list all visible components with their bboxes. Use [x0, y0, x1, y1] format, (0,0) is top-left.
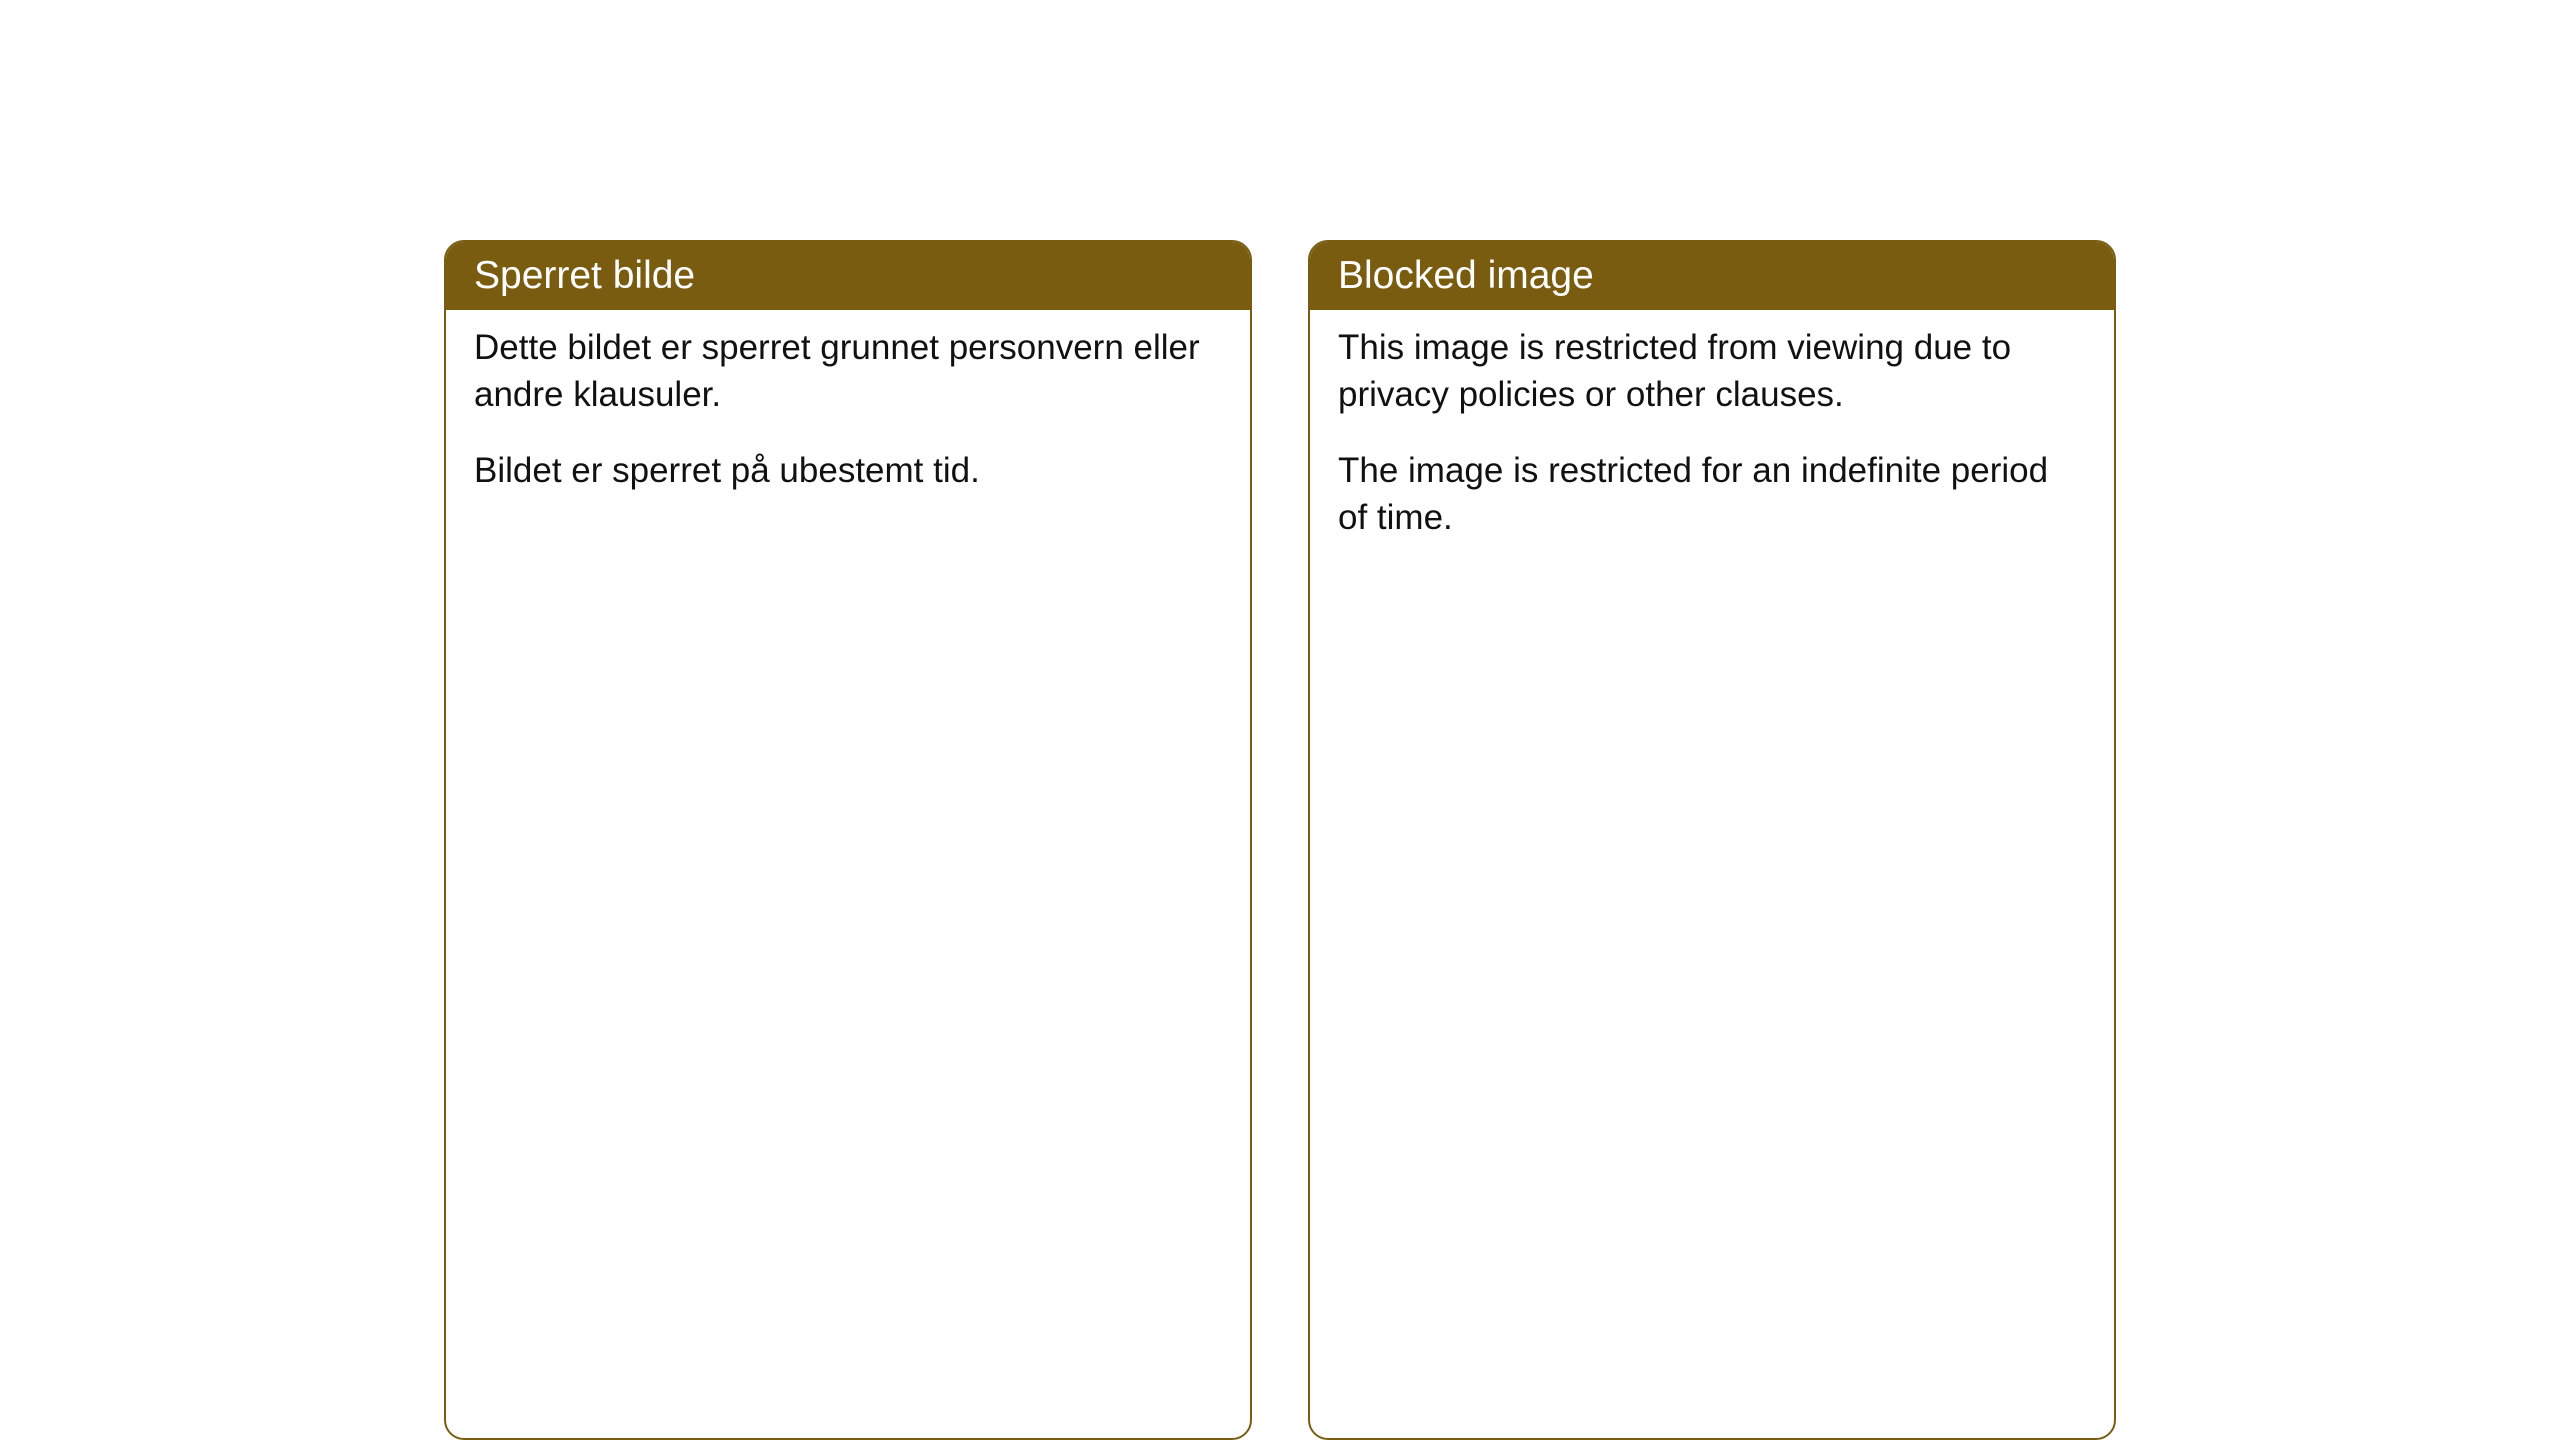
notice-card-paragraph: This image is restricted from viewing du…: [1338, 324, 2086, 419]
notice-card-header: Sperret bilde: [446, 242, 1250, 310]
notice-card-title: Blocked image: [1338, 254, 1594, 297]
notice-cards-container: Sperret bilde Dette bildet er sperret gr…: [444, 240, 2116, 1440]
notice-card-body: Dette bildet er sperret grunnet personve…: [446, 310, 1250, 536]
notice-card-header: Blocked image: [1310, 242, 2114, 310]
notice-card-paragraph: Bildet er sperret på ubestemt tid.: [474, 447, 1222, 494]
notice-card-body: This image is restricted from viewing du…: [1310, 310, 2114, 583]
notice-card-no: Sperret bilde Dette bildet er sperret gr…: [444, 240, 1252, 1440]
notice-card-paragraph: Dette bildet er sperret grunnet personve…: [474, 324, 1222, 419]
notice-card-paragraph: The image is restricted for an indefinit…: [1338, 447, 2086, 542]
notice-card-en: Blocked image This image is restricted f…: [1308, 240, 2116, 1440]
notice-card-title: Sperret bilde: [474, 254, 695, 297]
